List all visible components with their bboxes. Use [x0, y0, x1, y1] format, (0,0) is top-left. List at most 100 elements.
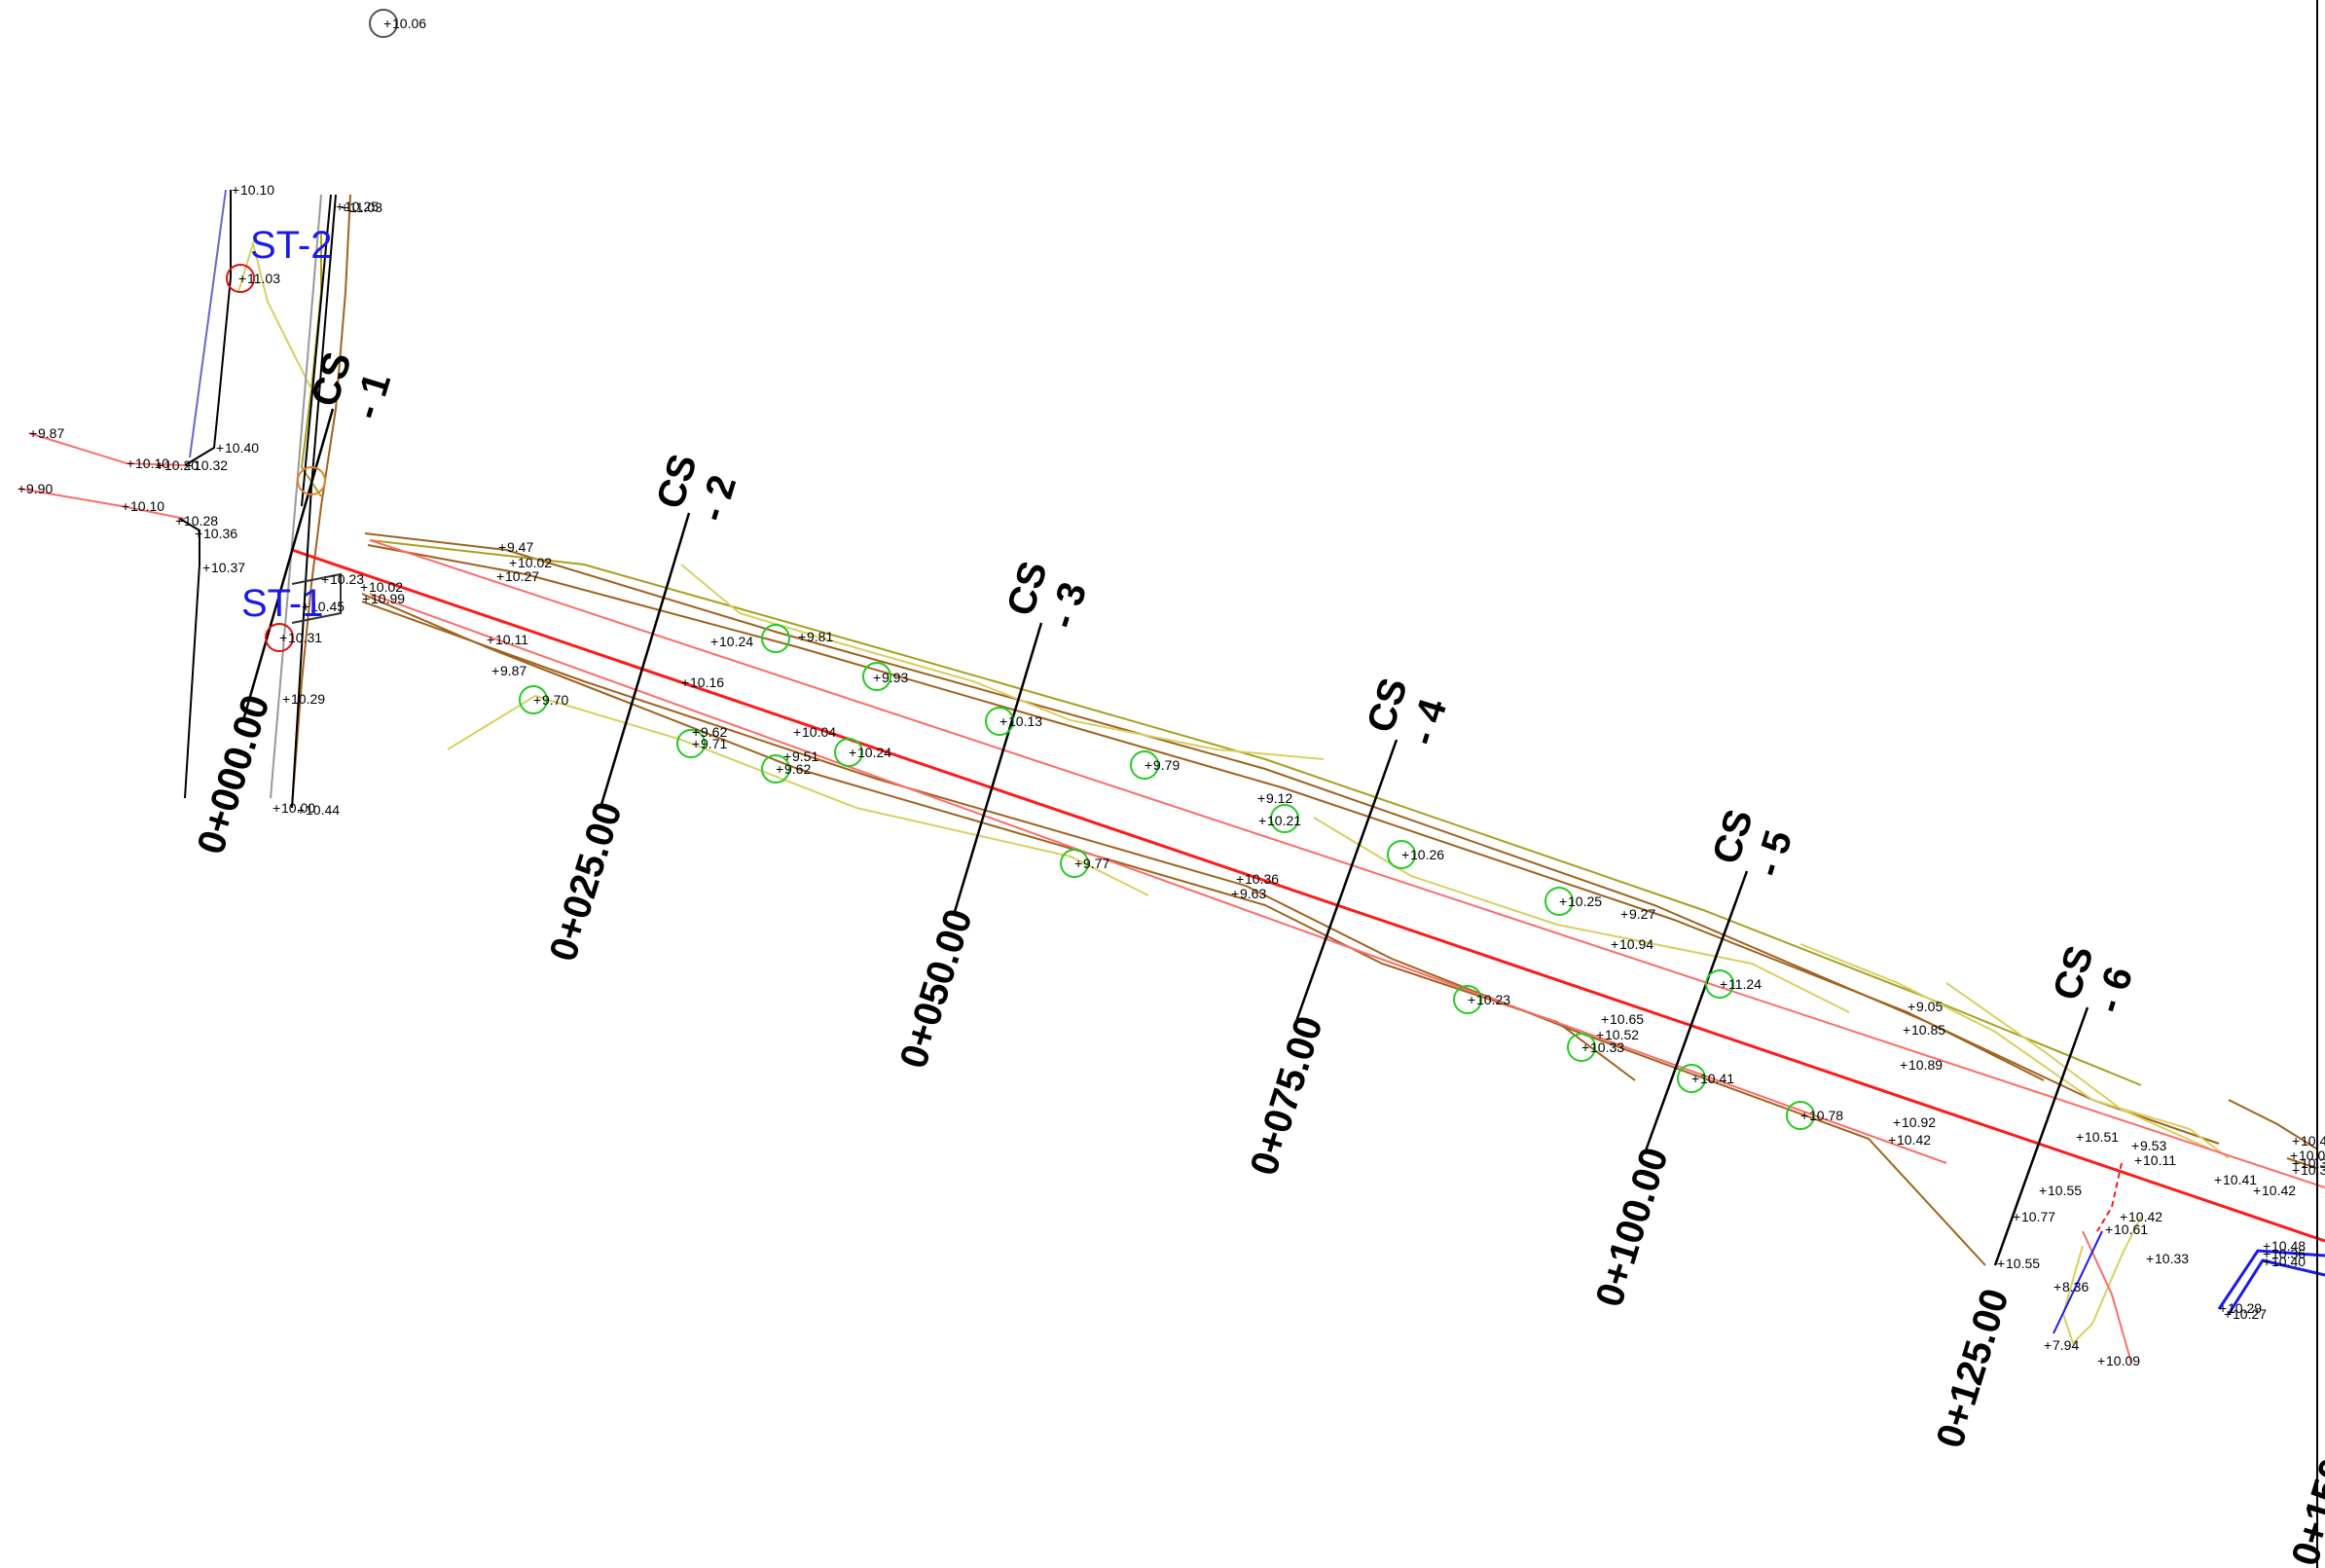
spot-elevation-label: 10.78 [1809, 1108, 1843, 1123]
spot-elevation-label: 10.4 [2301, 1133, 2325, 1149]
marker-green [1270, 804, 1299, 833]
marker-green [761, 624, 790, 653]
spot-elevation-marker: + [1800, 1108, 1808, 1123]
spot-elevation-marker: + [1900, 1057, 1907, 1073]
spot-elevation-label: 10.92 [1902, 1114, 1936, 1130]
spot-elevation-label: 9.87 [38, 425, 64, 441]
spot-elevation-label: 10.25 [345, 199, 379, 214]
spot-elevation-marker: + [496, 568, 504, 584]
spot-elevation-marker: + [29, 425, 37, 441]
structure-st2-blue [189, 189, 227, 458]
spot-elevation-marker: + [1601, 1011, 1609, 1027]
spot-elevation-label: 10.61 [2114, 1222, 2148, 1237]
marker-red [265, 623, 294, 652]
marker-green [1130, 750, 1159, 780]
spot-elevation-label: 10.02 [518, 555, 552, 570]
spot-elevation-label: 9.79 [1153, 757, 1180, 773]
spot-elevation-marker: + [1691, 1071, 1699, 1086]
spot-elevation-label: 10.52 [1605, 1027, 1639, 1042]
marker-green [1453, 985, 1482, 1014]
right-blue-small [2053, 1230, 2103, 1334]
spot-elevation-marker: + [849, 745, 856, 760]
spot-elevation-marker: + [282, 691, 290, 707]
spot-elevation-marker: + [1620, 906, 1628, 922]
spot-elevation-marker: + [1907, 999, 1915, 1014]
station-label-3: 0+050.00 [892, 904, 981, 1073]
spot-elevation-label: 10.94 [1619, 936, 1653, 952]
spot-elevation-label: 10.42 [2128, 1209, 2162, 1224]
spot-elevation-marker: + [2219, 1300, 2227, 1316]
cs-line-4 [1292, 739, 1399, 1028]
spot-elevation-marker: + [185, 457, 193, 473]
spot-elevation-marker: + [2013, 1209, 2020, 1224]
alignment-lines [18, 432, 2325, 1364]
spot-elevation-label: 10.02 [369, 579, 403, 595]
spot-elevation-label: 10.51 [2085, 1129, 2119, 1145]
drawing-border [2316, 0, 2318, 1568]
spot-elevation-marker: + [873, 670, 881, 685]
spot-elevation-label: 9.12 [1266, 790, 1292, 806]
spot-elevation-label: 10.36 [2271, 1246, 2306, 1261]
spot-elevation-marker: + [362, 591, 370, 606]
spot-elevation-label: 10.10 [240, 182, 274, 198]
spot-elevation-marker: + [1144, 757, 1152, 773]
left-wall [179, 518, 200, 799]
spot-elevation-marker: + [2253, 1183, 2261, 1198]
spot-elevation-label: 10.37 [211, 560, 245, 575]
spot-elevation-marker: + [1074, 856, 1082, 871]
spot-elevation-label: 9.93 [882, 670, 908, 685]
marker-green [834, 738, 863, 767]
spot-elevation-label: 10.33 [1590, 1039, 1624, 1055]
spot-elevation-marker: + [216, 440, 224, 456]
spot-elevation-label: 10.26 [1410, 847, 1444, 862]
marker-green [1544, 887, 1574, 916]
spot-elevation-marker: + [2044, 1337, 2052, 1353]
spot-elevation-marker: + [1468, 992, 1475, 1007]
spot-elevation-marker: + [2290, 1148, 2298, 1163]
left-road-edge-1 [28, 432, 186, 466]
spot-elevation-marker: + [793, 724, 801, 740]
spot-elevation-marker: + [692, 724, 700, 740]
spot-elevation-marker: + [2263, 1238, 2271, 1254]
structure-labels: ST-2 ST-1 [241, 224, 332, 625]
contour-brown-bottom-2 [361, 601, 1986, 1266]
spot-elevation-marker: + [302, 599, 309, 614]
spot-elevation-marker: + [1258, 813, 1266, 828]
spot-elevation-marker: + [1888, 1132, 1896, 1148]
contour-yellow-top-1 [680, 564, 1325, 760]
spot-elevation-marker: + [279, 630, 287, 645]
spot-elevation-marker: + [2105, 1222, 2113, 1237]
offset-line-top [369, 539, 2325, 1188]
spot-elevation-label: 10.37 [2301, 1155, 2325, 1171]
spot-elevation-marker: + [1401, 847, 1409, 862]
spot-elevation-marker: + [175, 513, 183, 529]
spot-elevation-label: 10.27 [505, 568, 539, 584]
spot-elevation-label: 10.27 [2233, 1306, 2267, 1322]
spot-elevation-label: 10.13 [1008, 713, 1042, 729]
contour-brown-left [291, 194, 351, 809]
contour-olive-top [369, 539, 2142, 1086]
st1-box [291, 572, 342, 624]
spot-elevation-label: 10.28 [184, 513, 218, 529]
spot-elevation-label: 9.27 [1629, 906, 1655, 922]
spot-elevation-marker: + [1231, 886, 1239, 901]
spot-elevation-label: 10.23 [330, 571, 364, 587]
right-blue-structure [2217, 1249, 2325, 1310]
cs-line-1 [241, 408, 335, 721]
spot-elevation-label: 10.99 [371, 591, 405, 606]
spot-elevation-label: 10.55 [2048, 1183, 2082, 1198]
survey-markers-green [519, 624, 1815, 1130]
spot-elevation-label: 10.65 [1610, 1011, 1644, 1027]
marker-green [676, 729, 706, 758]
spot-elevation-marker: + [383, 16, 391, 31]
spot-elevation-label: 10.42 [1897, 1132, 1931, 1148]
spot-elevation-marker: + [297, 802, 305, 818]
spot-elevation-label: 10.16 [690, 675, 724, 690]
spot-elevation-marker: + [509, 555, 517, 570]
survey-markers-red [226, 9, 398, 652]
spot-elevation-label: 11.24 [1728, 976, 1762, 992]
spot-elevation-marker: + [1611, 936, 1618, 952]
cs-line-6 [1993, 1006, 2089, 1266]
spot-elevation-label: 9.87 [500, 663, 527, 678]
